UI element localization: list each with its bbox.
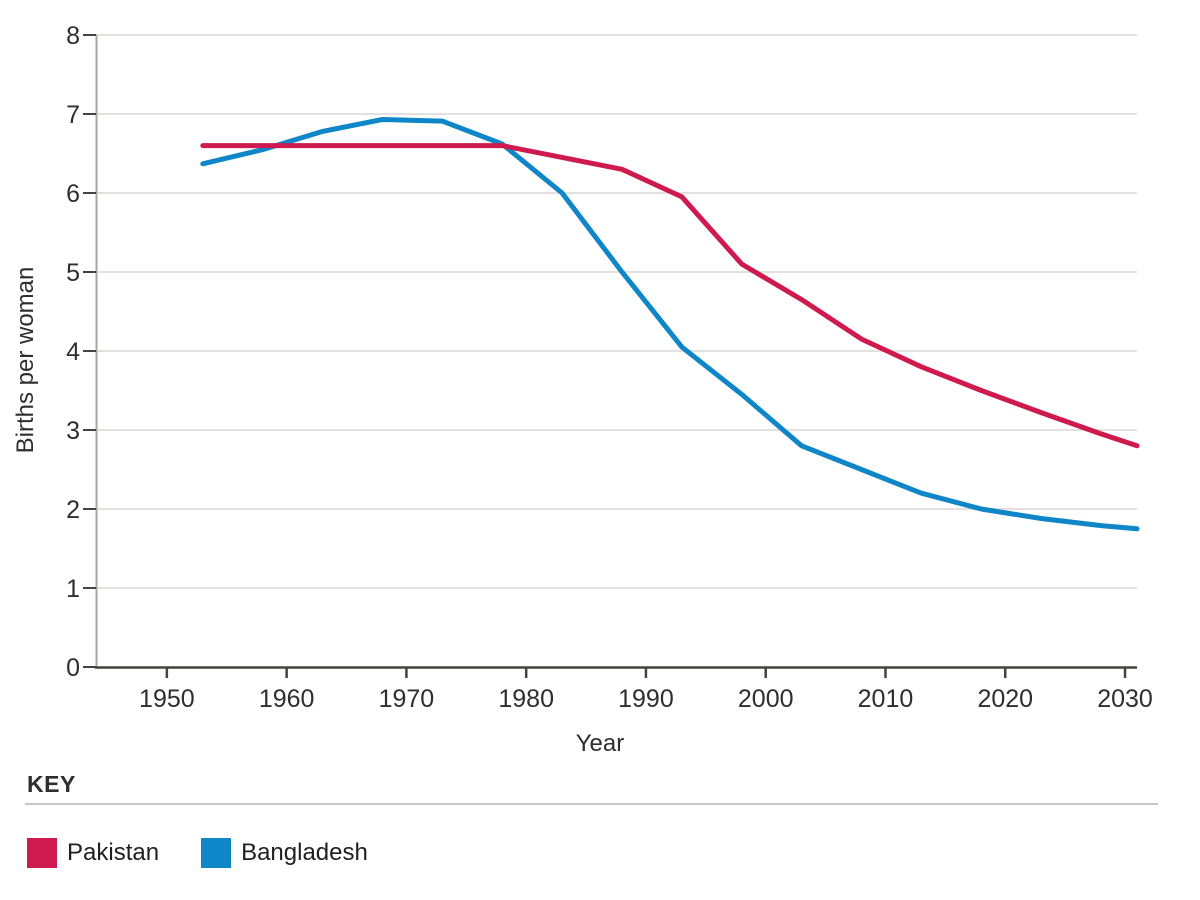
y-tick-label: 5 — [66, 259, 80, 287]
x-tick-label: 2010 — [858, 685, 914, 713]
legend-item-pakistan: Pakistan — [27, 838, 159, 868]
x-tick-label: 2030 — [1097, 685, 1153, 713]
x-tick-label: 1990 — [618, 685, 674, 713]
legend: Pakistan Bangladesh — [27, 838, 368, 868]
x-tick-label: 1980 — [498, 685, 554, 713]
x-tick-label: 1960 — [259, 685, 315, 713]
y-tick-label: 7 — [66, 101, 80, 129]
x-tick-label: 2020 — [977, 685, 1033, 713]
x-tick-label: 1970 — [379, 685, 435, 713]
y-tick-label: 0 — [66, 654, 80, 682]
y-axis-title: Births per woman — [12, 267, 39, 454]
legend-swatch-pakistan — [27, 838, 57, 868]
series-line-pakistan — [200, 143, 1140, 449]
y-tick-label: 2 — [66, 496, 80, 524]
series-line-bangladesh — [200, 117, 1140, 532]
x-axis-title: Year — [576, 730, 625, 757]
y-tick-label: 3 — [66, 417, 80, 445]
y-tick-label: 4 — [66, 338, 80, 366]
fertility-chart: 0 1 2 3 4 5 6 7 8 1950 1960 1970 1980 1990 2000 2010 202… — [12, 22, 1153, 757]
x-tick-label: 1950 — [139, 685, 195, 713]
legend-swatch-bangladesh — [201, 838, 232, 868]
key-divider — [25, 803, 1158, 805]
y-tick-label: 1 — [66, 575, 80, 603]
y-tick-label: 8 — [66, 22, 80, 50]
legend-label: Bangladesh — [241, 839, 368, 866]
key-heading: KEY — [27, 771, 76, 797]
legend-item-bangladesh: Bangladesh — [201, 838, 368, 868]
x-tick-label: 2000 — [738, 685, 794, 713]
y-tick-label: 6 — [66, 180, 80, 208]
legend-label: Pakistan — [67, 839, 160, 866]
